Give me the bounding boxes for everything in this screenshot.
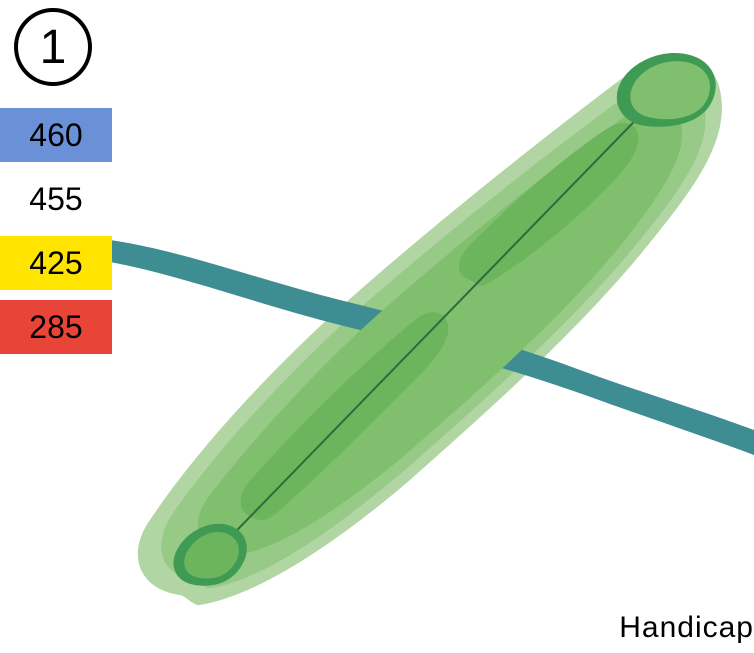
rough-inner (161, 81, 705, 588)
tee-yardage-list: 460 455 425 285 (0, 108, 112, 364)
fairway (198, 106, 682, 555)
hole-number-badge: 1 (14, 8, 92, 86)
water-hazard (110, 240, 754, 455)
tee-red-yardage: 285 (29, 309, 82, 346)
green-surface (630, 61, 710, 119)
tee-red: 285 (0, 300, 112, 354)
rough-outer (138, 57, 722, 605)
fairway-landing-2 (459, 123, 639, 286)
par-label: Par 5 (130, 14, 259, 76)
tee-white: 455 (0, 172, 112, 226)
centerline (208, 95, 660, 560)
hole-map-illustration (0, 0, 754, 653)
handicap-label: Handicap (619, 611, 754, 645)
tee-yellow-yardage: 425 (29, 245, 82, 282)
tee-box-outer (173, 524, 246, 586)
tee-yellow: 425 (0, 236, 112, 290)
tee-white-yardage: 455 (29, 181, 82, 218)
fairway-landing-1 (241, 312, 449, 520)
tee-blue: 460 (0, 108, 112, 162)
hole-number: 1 (40, 20, 67, 75)
green-ring (617, 53, 716, 127)
tee-blue-yardage: 460 (29, 117, 82, 154)
tee-box-inner (184, 532, 239, 579)
